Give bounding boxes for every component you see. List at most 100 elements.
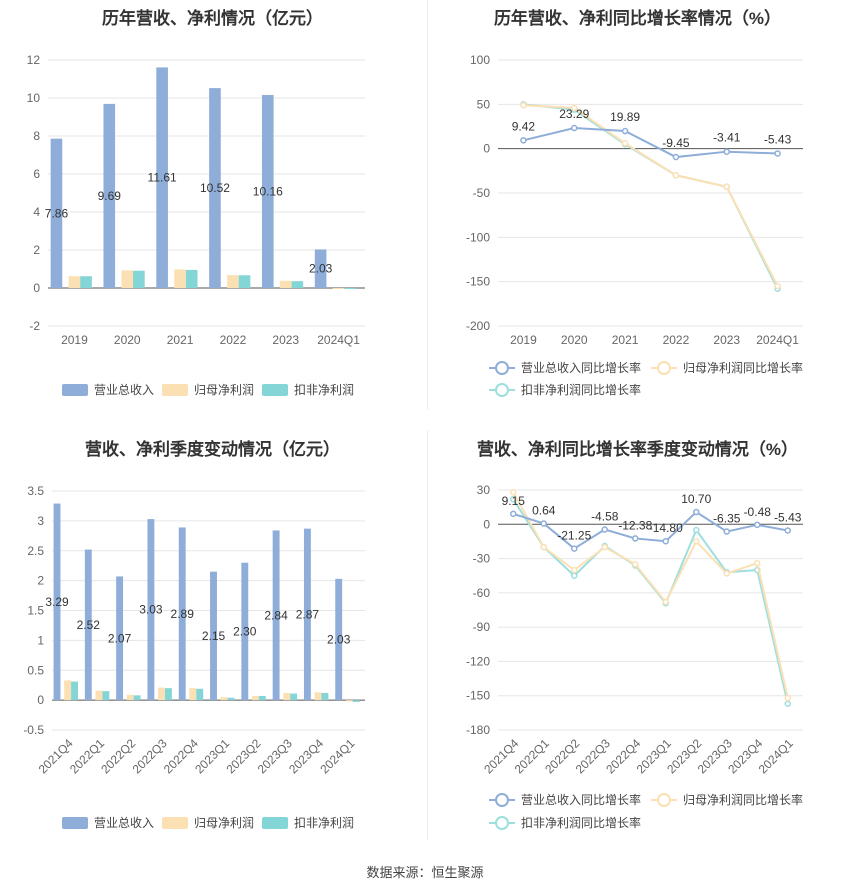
bar: [84, 549, 92, 701]
x-tick-label: 2020: [114, 333, 141, 347]
x-tick-label: 2024Q1: [756, 736, 796, 776]
x-tick-label: 2021: [167, 333, 194, 347]
data-label: 2.84: [264, 608, 288, 622]
bar: [147, 519, 155, 701]
x-tick-label: 2019: [61, 333, 88, 347]
data-label: 2.30: [233, 624, 257, 638]
data-point: [784, 527, 791, 534]
legend-label: 扣非净利润: [294, 816, 354, 830]
data-point: [510, 495, 517, 503]
data-point: [784, 694, 791, 702]
x-tick-label: 2024Q1: [756, 333, 799, 347]
y-tick-label: -150: [466, 689, 490, 703]
bar: [102, 691, 110, 701]
data-point: [520, 101, 527, 109]
x-tick-label: 2019: [510, 333, 537, 347]
y-tick-label: 50: [477, 97, 491, 111]
bar: [344, 288, 357, 289]
x-tick-label: 2024Q1: [317, 333, 360, 347]
data-label: 10.70: [681, 492, 711, 506]
legend-label: 扣非净利润同比增长率: [521, 382, 641, 397]
x-tick-label: 2020: [561, 333, 588, 347]
data-label: 10.52: [200, 181, 230, 195]
legend-marker: [657, 361, 671, 375]
data-point: [693, 538, 700, 545]
y-tick-label: 8: [33, 129, 40, 143]
bar: [121, 270, 134, 288]
series-line: [523, 127, 778, 159]
y-tick-label: 0.5: [27, 663, 44, 677]
x-tick-label: 2024Q1: [317, 736, 357, 776]
bar: [314, 692, 322, 701]
data-label: -9.45: [662, 136, 690, 150]
legend-swatch: [162, 817, 188, 829]
data-label: 2.03: [309, 262, 333, 276]
data-label: 2.52: [77, 618, 101, 632]
data-label: 3.03: [139, 603, 163, 617]
data-point: [632, 561, 639, 568]
legend-swatch: [262, 817, 288, 829]
bar: [95, 690, 103, 701]
bar: [335, 578, 343, 701]
data-point: [662, 598, 669, 606]
bar: [185, 269, 198, 288]
data-point: [520, 137, 527, 144]
data-point: [632, 535, 639, 542]
legend-marker: [495, 383, 509, 397]
data-label: -3.41: [713, 131, 741, 145]
data-label: -0.48: [744, 505, 772, 519]
bar: [133, 695, 141, 701]
data-point: [754, 559, 761, 567]
legend-marker: [657, 793, 671, 807]
bar: [227, 697, 235, 701]
data-label: 7.86: [45, 206, 69, 220]
data-point: [754, 521, 761, 529]
y-tick-label: -100: [466, 230, 490, 244]
data-point: [540, 543, 547, 551]
bar: [290, 693, 298, 701]
bar: [291, 281, 304, 288]
y-tick-label: -90: [473, 620, 491, 634]
data-label: 10.16: [253, 184, 283, 198]
data-label: 2.15: [202, 629, 226, 643]
quarterly-revenue-profit-svg: -0.500.511.522.533.52021Q42022Q12022Q220…: [23, 484, 365, 830]
bar: [321, 692, 329, 701]
legend-label: 归母净利润: [194, 383, 254, 397]
bar: [71, 681, 78, 701]
annual-growth-rate-chart: 历年营收、净利同比增长率情况（%） -200 -150 -100 -50 0 50 100 2…: [425, 0, 850, 410]
data-label: -14.80: [649, 521, 683, 535]
x-tick-label: 2023: [713, 333, 740, 347]
y-tick-label: -150: [466, 275, 490, 289]
y-tick-label: 100: [470, 53, 490, 67]
bar: [241, 562, 249, 701]
data-point: [774, 282, 781, 290]
data-point: [571, 572, 578, 579]
data-point: [540, 520, 547, 527]
bar: [209, 88, 221, 289]
bar: [103, 103, 116, 288]
annual-revenue-profit-svg: -2 0 2 4 6 8 10 12 2019 2020 2021 2022 2023 2024Q1 7.8…: [27, 53, 365, 397]
bar: [158, 687, 165, 701]
y-tick-label: 0: [33, 281, 40, 295]
data-source-note: 数据来源：恒生聚源: [366, 865, 484, 880]
y-tick-label: -2: [29, 319, 40, 333]
y-tick-label: 2: [33, 243, 40, 257]
data-point: [693, 508, 700, 516]
data-point: [571, 124, 578, 132]
legend-label: 营业总收入: [94, 816, 154, 830]
data-label: 3.29: [45, 595, 69, 609]
data-label: -4.58: [591, 510, 619, 524]
series-line: [512, 510, 788, 550]
data-point: [662, 537, 669, 545]
bar: [272, 530, 280, 701]
bar: [178, 527, 186, 701]
bar: [345, 700, 353, 702]
bar: [283, 692, 291, 701]
data-point: [601, 526, 608, 533]
bar: [196, 688, 204, 701]
data-label: 2.03: [327, 632, 351, 646]
data-label: 19.89: [610, 110, 640, 124]
bar: [68, 276, 81, 288]
data-label: -5.43: [764, 132, 792, 146]
data-label: -12.38: [618, 518, 652, 532]
